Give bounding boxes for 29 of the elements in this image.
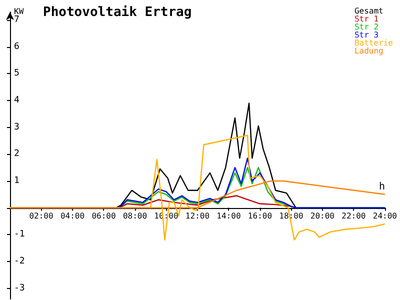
x-axis-title: h xyxy=(378,181,385,192)
text: Str 2 xyxy=(354,22,379,32)
x-tick-label: 14:00 xyxy=(216,211,241,220)
x-tick-label: 06:00 xyxy=(92,211,116,220)
x-tick-label: 02:00 xyxy=(29,211,54,220)
text: Batterie xyxy=(354,38,394,48)
x-tick-label: 16:00 xyxy=(248,211,272,220)
y-tick-label: -2 xyxy=(14,256,25,266)
y-tick-label: 5 xyxy=(14,68,20,79)
y-tick-label: 1 xyxy=(14,176,20,186)
x-tick-label: 04:00 xyxy=(60,211,85,220)
y-tick-label: 6 xyxy=(14,42,20,52)
text: Str 3 xyxy=(354,30,379,40)
y-tick-label: 4 xyxy=(14,96,20,106)
y-tick-label: -1 xyxy=(14,230,25,240)
y-tick-label: 2 xyxy=(14,149,20,160)
text: Ladung xyxy=(354,46,384,56)
text: Gesamt xyxy=(354,6,384,16)
x-tick-label: 24:00 xyxy=(372,211,398,220)
y-tick-label: 7 xyxy=(14,15,20,26)
x-tick-label: 08:00 xyxy=(122,211,148,220)
y-tick-label: 3 xyxy=(14,122,20,132)
text: Str 1 xyxy=(354,14,379,24)
y-tick-label: -3 xyxy=(14,283,25,294)
chart-title: Photovoltaik Ertrag xyxy=(43,5,192,20)
y-axis-title: KW xyxy=(14,7,24,16)
x-tick-label: 22:00 xyxy=(342,211,366,220)
x-tick-label: 12:00 xyxy=(185,211,210,220)
x-tick-label: 20:00 xyxy=(310,211,335,220)
